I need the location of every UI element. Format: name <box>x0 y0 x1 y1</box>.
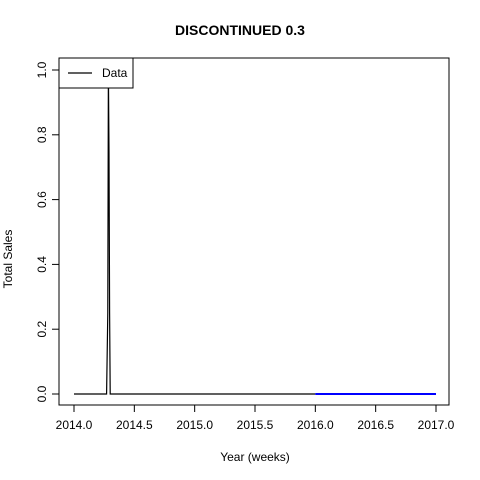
chart-title: DISCONTINUED 0.3 <box>175 22 305 38</box>
x-tick-label: 2015.0 <box>176 418 213 432</box>
y-tick-label: 0.6 <box>35 191 49 208</box>
series-line-1 <box>74 69 316 395</box>
x-tick-label: 2014.0 <box>56 418 93 432</box>
x-axis-label: Year (weeks) <box>220 450 290 464</box>
x-tick-label: 2014.5 <box>116 418 153 432</box>
y-tick-label: 0.4 <box>35 256 49 273</box>
y-tick-label: 0.8 <box>35 126 49 143</box>
y-tick-label: 0.2 <box>35 321 49 338</box>
y-tick-label: 0.0 <box>35 385 49 402</box>
y-tick-label: 1.0 <box>35 61 49 78</box>
x-tick-label: 2017.0 <box>418 418 455 432</box>
x-tick-label: 2016.5 <box>357 418 394 432</box>
plot-frame <box>58 57 450 406</box>
legend-label-data: Data <box>102 66 128 80</box>
x-tick-label: 2015.5 <box>237 418 274 432</box>
x-tick-label: 2016.0 <box>297 418 334 432</box>
